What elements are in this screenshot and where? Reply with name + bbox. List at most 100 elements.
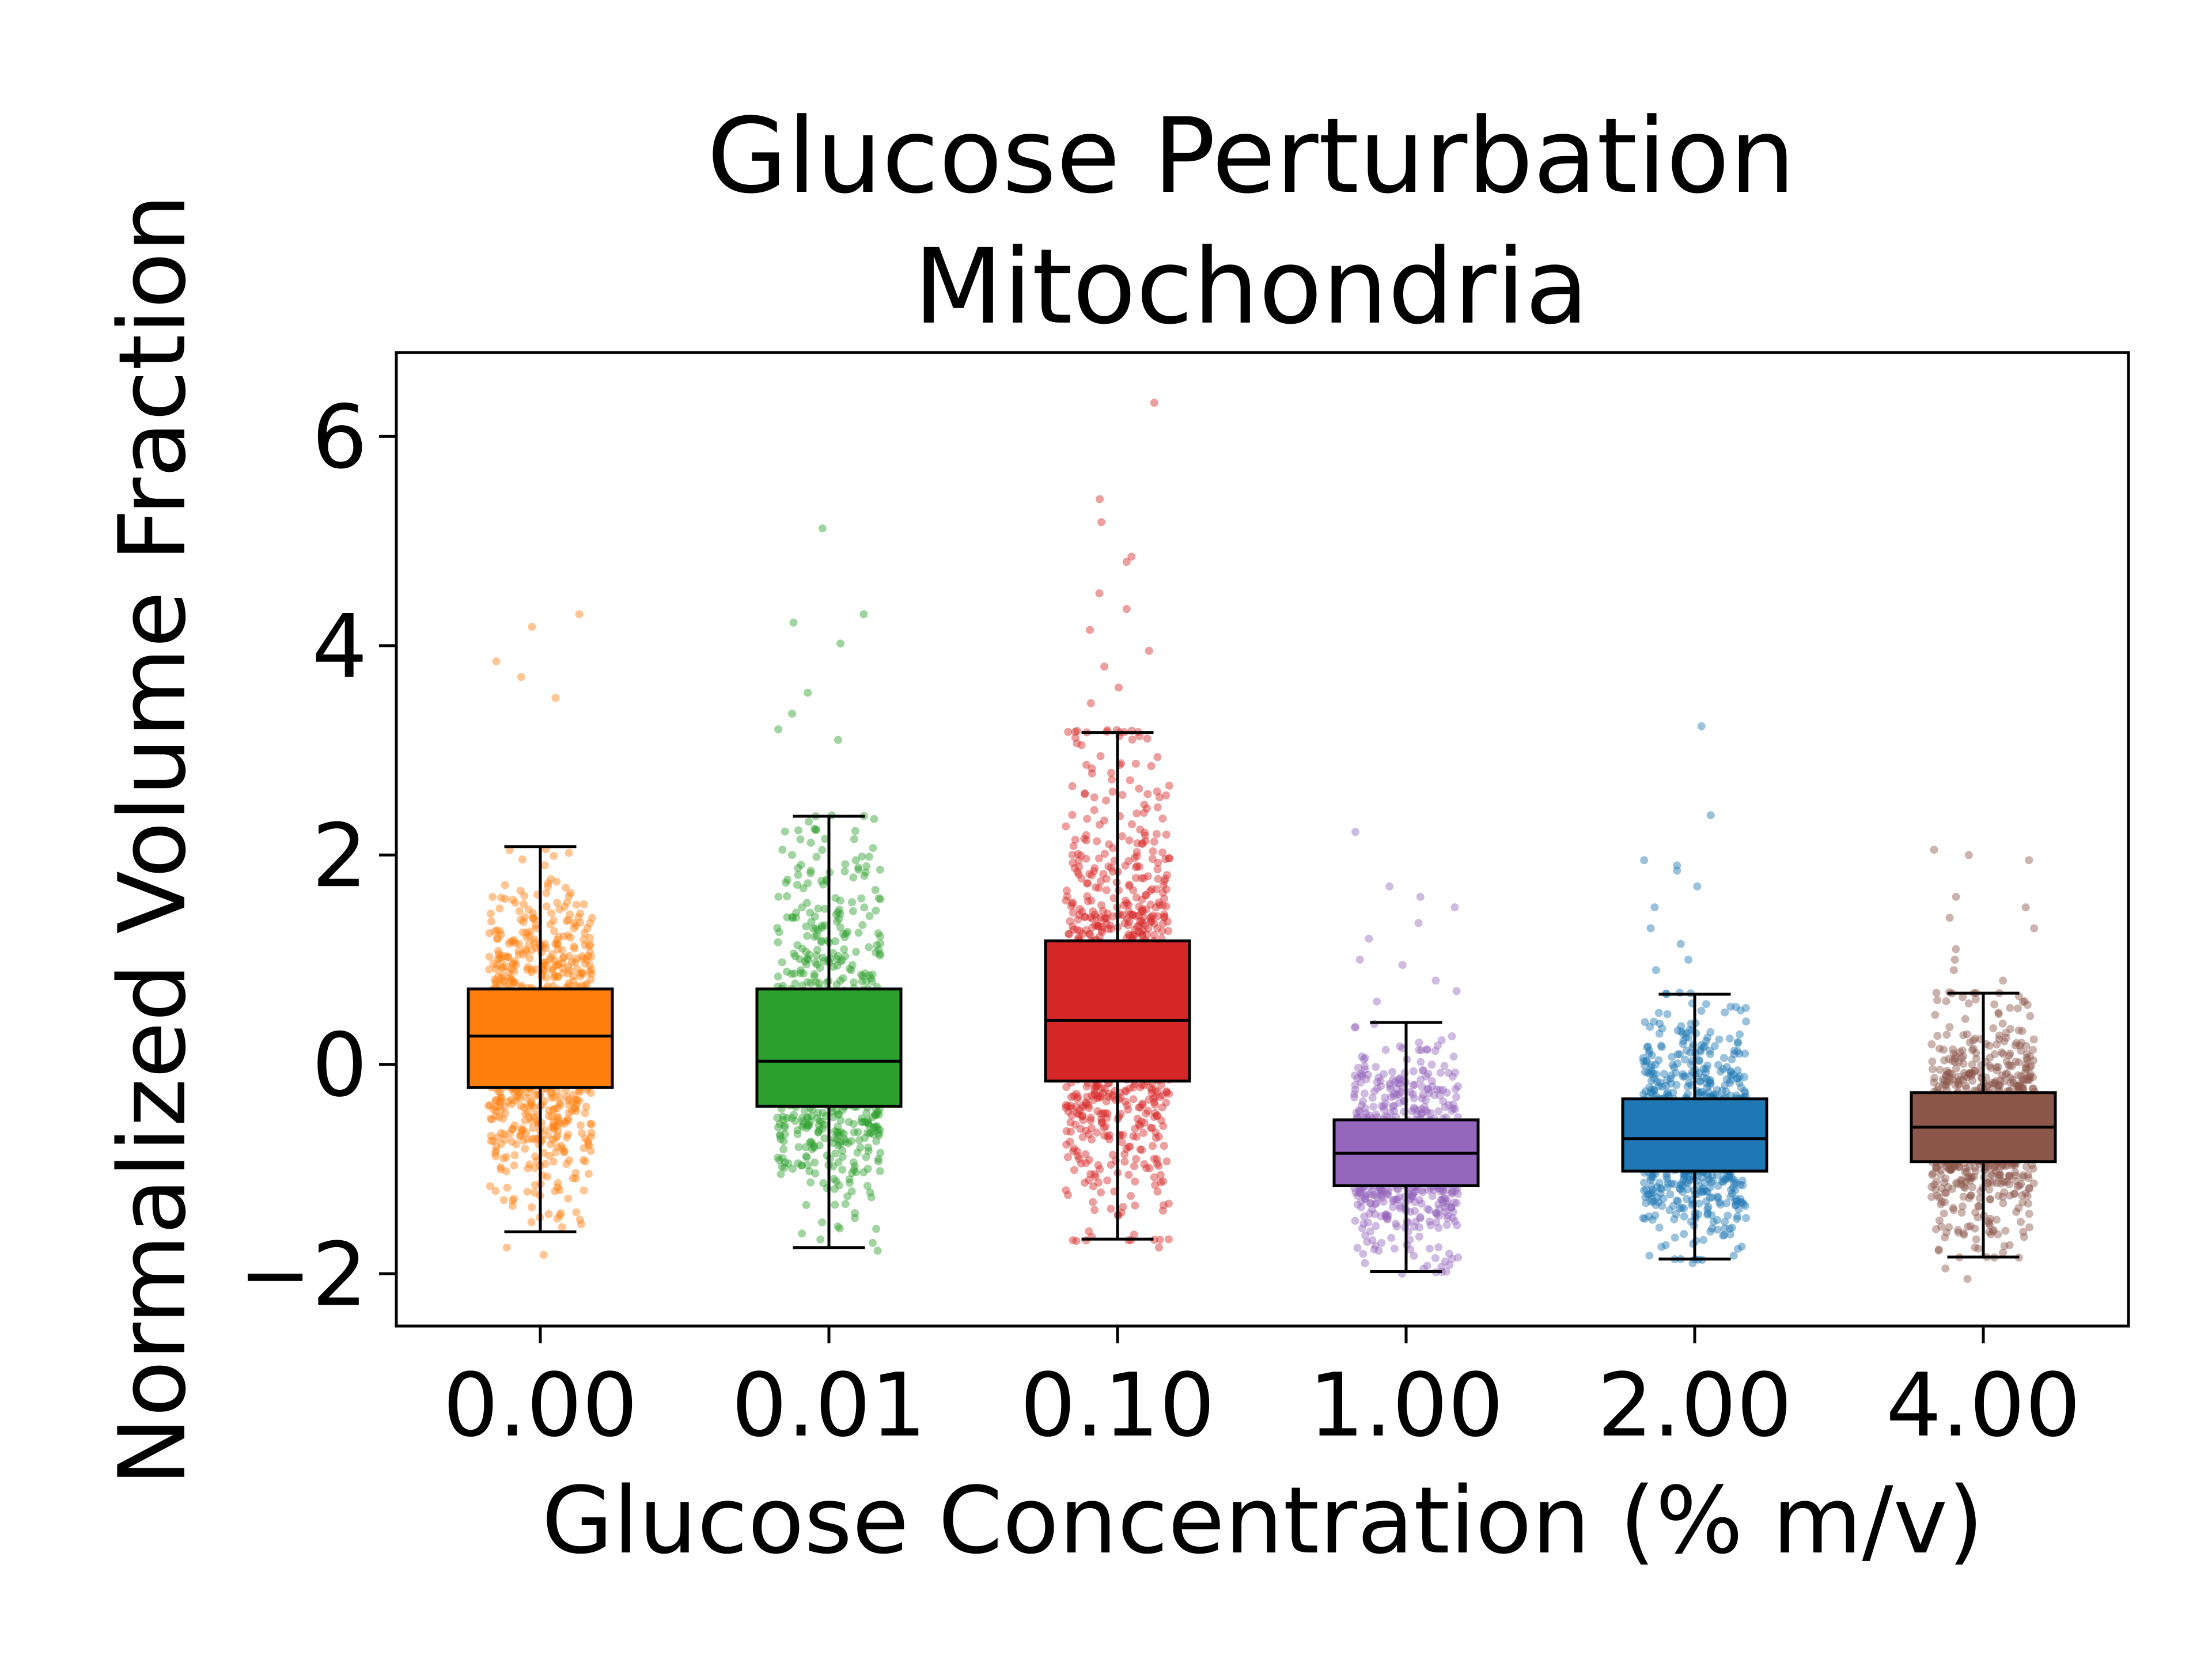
- data-point: [498, 971, 506, 980]
- data-point: [830, 1175, 838, 1183]
- data-point: [869, 1123, 878, 1132]
- data-point: [1148, 1124, 1156, 1132]
- data-point: [522, 1093, 531, 1102]
- data-point: [1442, 1185, 1450, 1194]
- data-point: [803, 931, 812, 940]
- data-point: [832, 917, 841, 926]
- data-point: [1417, 1046, 1426, 1055]
- data-point: [564, 1130, 572, 1139]
- data-point: [578, 968, 586, 977]
- data-point: [1078, 1112, 1086, 1121]
- data-point: [872, 1137, 881, 1145]
- data-point: [1158, 919, 1167, 928]
- data-point: [511, 939, 520, 948]
- data-point: [1082, 854, 1090, 863]
- data-point: [1093, 1107, 1102, 1116]
- outlier-point: [502, 1243, 511, 1252]
- data-point: [2005, 1172, 2014, 1181]
- data-point: [1144, 925, 1153, 933]
- data-point: [1065, 930, 1073, 938]
- data-point: [522, 1128, 531, 1137]
- data-point: [1137, 874, 1146, 882]
- data-point: [579, 1186, 588, 1195]
- data-point: [1100, 1131, 1109, 1140]
- data-point: [1066, 1118, 1075, 1127]
- data-point: [820, 1134, 829, 1143]
- data-point: [779, 1145, 787, 1153]
- data-point: [553, 1214, 562, 1223]
- data-point: [1151, 1181, 1160, 1190]
- data-point: [779, 1112, 787, 1121]
- data-point: [850, 1162, 859, 1171]
- data-point: [1088, 871, 1096, 880]
- data-point: [1387, 1093, 1395, 1101]
- data-point: [1370, 1087, 1378, 1096]
- data-point: [544, 1210, 553, 1218]
- data-point: [1090, 867, 1099, 876]
- data-point: [1142, 891, 1150, 899]
- data-point: [852, 948, 860, 956]
- data-point: [544, 1112, 553, 1120]
- data-point: [555, 905, 564, 914]
- data-point: [1416, 1058, 1425, 1066]
- data-point: [806, 866, 815, 875]
- data-point: [815, 979, 823, 987]
- data-point: [1142, 1164, 1151, 1173]
- data-point: [802, 1152, 810, 1161]
- data-point: [1067, 1093, 1075, 1101]
- data-point: [2025, 1210, 2033, 1218]
- data-point: [821, 835, 829, 843]
- data-point: [1658, 1024, 1666, 1033]
- data-point: [505, 846, 514, 854]
- outlier-point: [551, 694, 560, 702]
- data-point: [781, 1130, 789, 1138]
- data-point: [1063, 1102, 1072, 1111]
- data-point: [860, 903, 869, 912]
- data-point: [584, 1140, 593, 1149]
- data-point: [850, 978, 858, 987]
- data-point: [1382, 1214, 1391, 1223]
- data-point: [549, 1105, 558, 1113]
- data-point: [1101, 1122, 1110, 1131]
- data-point: [553, 1143, 562, 1152]
- data-point: [505, 940, 513, 948]
- data-point: [494, 1087, 503, 1096]
- data-point: [1125, 882, 1134, 891]
- outlier-point: [1351, 828, 1359, 836]
- data-point: [558, 954, 567, 963]
- data-point: [1381, 1046, 1390, 1054]
- data-point: [774, 1153, 782, 1162]
- data-point: [512, 961, 520, 969]
- data-point: [1081, 790, 1089, 798]
- data-point: [1062, 1141, 1071, 1149]
- data-point: [1445, 1101, 1453, 1109]
- data-point: [840, 1135, 849, 1143]
- data-point: [774, 1123, 782, 1131]
- data-point: [547, 1090, 556, 1099]
- data-point: [836, 976, 844, 985]
- data-point: [1093, 922, 1102, 930]
- data-point: [871, 1110, 879, 1119]
- data-point: [812, 951, 821, 960]
- data-point: [1104, 862, 1113, 871]
- data-point: [1135, 903, 1143, 911]
- data-point: [1062, 1101, 1070, 1109]
- data-point: [798, 981, 806, 990]
- data-point: [1142, 804, 1151, 813]
- data-point: [519, 950, 528, 959]
- data-point: [1425, 1206, 1433, 1214]
- data-point: [495, 980, 504, 988]
- data-point: [865, 1121, 873, 1130]
- data-point: [586, 919, 594, 927]
- data-point: [495, 1113, 503, 1122]
- data-point: [570, 942, 578, 951]
- data-point: [558, 1145, 567, 1153]
- data-point: [872, 1123, 880, 1131]
- data-point: [802, 1124, 811, 1132]
- data-point: [870, 1123, 878, 1131]
- data-point: [530, 1104, 538, 1112]
- data-point: [874, 1110, 883, 1119]
- data-point: [1122, 1087, 1130, 1096]
- data-point: [1074, 1093, 1082, 1101]
- data-point: [487, 1131, 495, 1140]
